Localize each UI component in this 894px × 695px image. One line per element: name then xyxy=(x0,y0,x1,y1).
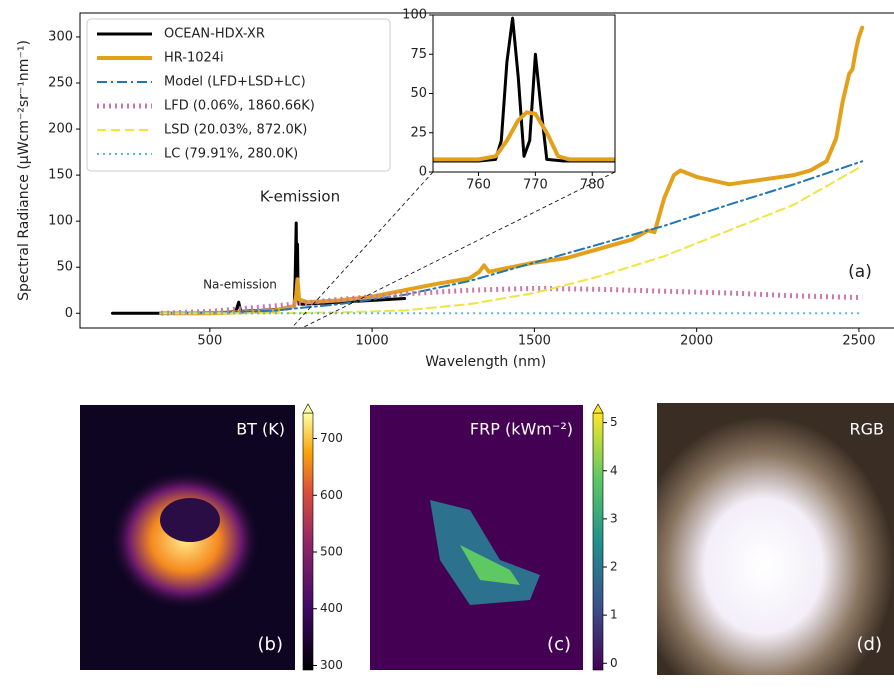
series-line xyxy=(160,160,864,315)
y-tick-label: 100 xyxy=(48,214,73,229)
colorbar-tick-label: 5 xyxy=(610,415,618,429)
series-line xyxy=(161,285,863,316)
inset-y-tick-label: 75 xyxy=(410,47,427,62)
y-tick-label: 300 xyxy=(48,29,73,44)
x-tick-label: 2000 xyxy=(680,334,713,349)
x-tick-label: 1000 xyxy=(356,334,389,349)
inset-lines xyxy=(433,16,615,163)
y-tick-label: 0 xyxy=(65,306,73,321)
colorbar-tick-label: 2 xyxy=(610,560,618,574)
panel-title: RGB xyxy=(850,420,885,439)
inset-y-tick-label: 25 xyxy=(410,125,427,140)
inset-y-tick-label: 100 xyxy=(402,8,427,23)
colorbar-extend xyxy=(302,403,314,414)
legend-label: LC (79.91%, 280.0K) xyxy=(164,147,298,162)
legend-label: HR-1024i xyxy=(164,51,224,66)
colorbar-tick-label: 300 xyxy=(320,658,343,672)
colorbar xyxy=(592,412,604,671)
series-line xyxy=(433,110,615,162)
colorbar-tick-label: 0 xyxy=(610,656,618,670)
x-tick-label: 2500 xyxy=(842,334,875,349)
legend-box xyxy=(86,18,391,172)
bt-hole xyxy=(160,498,220,542)
colorbar xyxy=(302,412,314,671)
y-tick-label: 200 xyxy=(48,122,73,137)
colorbar-tick-label: 4 xyxy=(610,463,618,477)
zoom-line xyxy=(291,171,434,329)
zoom-line xyxy=(301,171,616,329)
panel-title: BT (K) xyxy=(236,420,285,439)
y-tick-label: 250 xyxy=(48,76,73,91)
annotation: Na-emission xyxy=(203,278,277,292)
x-axis-label: Wavelength (nm) xyxy=(425,354,546,370)
inset-y-tick-label: 0 xyxy=(419,165,427,180)
colorbar-extend xyxy=(592,403,604,414)
x-tick-label: 500 xyxy=(197,334,222,349)
panel-title: FRP (kWm⁻²) xyxy=(470,420,573,439)
rgb-image xyxy=(657,403,894,675)
colorbar-tick-label: 500 xyxy=(320,544,343,558)
x-tick-label: 1500 xyxy=(518,334,551,349)
legend-label: OCEAN-HDX-XR xyxy=(164,27,265,42)
panel-tag: (c) xyxy=(547,634,571,655)
y-tick-label: 150 xyxy=(48,168,73,183)
annotation: (a) xyxy=(848,262,872,282)
colorbar-tick-label: 3 xyxy=(610,511,618,525)
panels: BT (K) (b) 300 400 500 600 700 FRP (kWm⁻²) (c) 0 1… xyxy=(236,403,885,672)
legend-label: Model (LFD+LSD+LC) xyxy=(164,75,306,90)
colorbar-tick-label: 700 xyxy=(320,431,343,445)
plot-lines xyxy=(111,25,865,316)
inset-x-tick-label: 760 xyxy=(466,178,491,193)
y-tick-label: 50 xyxy=(56,260,73,275)
y-axis-label: Spectral Radiance (μWcm⁻²sr⁻¹nm⁻¹) xyxy=(16,40,32,301)
inset-x-tick-label: 780 xyxy=(580,178,605,193)
panel-tag: (b) xyxy=(258,634,283,655)
series-line xyxy=(159,25,865,316)
inset-y-tick-label: 50 xyxy=(410,86,427,101)
annotation: K-emission xyxy=(260,188,340,206)
colorbar-tick-label: 1 xyxy=(610,608,618,622)
main-chart: 500 1000 1500 2000 2500050100150200250300Wav… xyxy=(16,8,894,370)
colorbar-tick-label: 400 xyxy=(320,601,343,615)
frp-hot xyxy=(460,545,520,585)
legend-label: LFD (0.06%, 1860.66K) xyxy=(164,99,315,114)
legend-label: LSD (20.03%, 872.0K) xyxy=(164,123,307,138)
axes-frame xyxy=(79,12,894,329)
inset-x-tick-label: 770 xyxy=(523,178,548,193)
panel-tag: (d) xyxy=(857,634,882,655)
colorbar-tick-label: 600 xyxy=(320,488,343,502)
